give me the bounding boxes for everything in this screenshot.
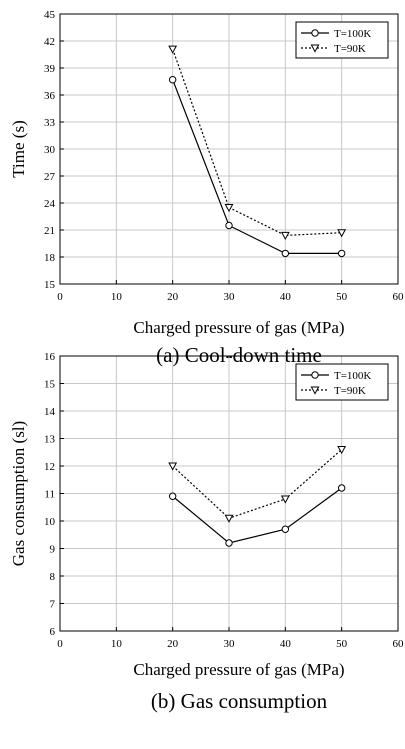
data-point [337,249,346,258]
y-tick-label: 15 [44,279,56,291]
x-tick-label: 0 [57,638,63,650]
y-tick-label: 10 [44,516,56,528]
x-axis-label: Charged pressure of gas (MPa) [133,318,344,337]
legend-label-0: T=100K [334,370,371,382]
series-line-0 [172,487,343,544]
x-tick-label: 0 [57,291,63,303]
x-tick-label: 40 [280,638,292,650]
data-point [225,539,233,547]
y-tick-label: 42 [44,36,55,48]
legend-label-0: T=100K [334,28,371,40]
data-point [280,231,290,241]
x-tick-label: 30 [224,638,236,650]
data-point [168,45,178,54]
legend-box [295,363,389,401]
y-tick-label: 8 [50,571,56,583]
data-point [281,525,290,533]
x-tick-label: 60 [393,638,405,650]
y-tick-label: 39 [44,63,56,75]
series-line-1 [172,449,343,519]
y-tick-label: 27 [44,171,56,183]
legend-marker [311,371,319,379]
x-tick-label: 60 [393,291,405,303]
data-point [168,462,178,471]
x-tick-label: 30 [224,291,236,303]
legend-marker [310,386,320,395]
y-tick-label: 9 [50,544,56,556]
y-axis-label: Gas consumption (sl) [9,421,28,566]
y-tick-label: 21 [44,225,55,237]
y-tick-label: 18 [44,252,56,264]
x-tick-label: 50 [336,291,348,303]
data-point [225,221,233,230]
y-tick-label: 45 [44,9,56,21]
legend: T=100K T=90K [295,363,389,401]
data-point [281,249,290,258]
y-tick-label: 30 [44,144,56,156]
data-point [168,76,177,84]
data-point [337,446,347,455]
chart-1: 0 10 20 30 40 50 60 6 7 8 9 10 11 12 13 14 15 16 Charged p… [9,351,404,713]
series-line-1 [172,48,342,237]
data-point [224,204,234,213]
y-tick-label: 7 [50,599,56,611]
x-tick-label: 20 [167,638,179,650]
legend-label-1: T=90K [334,43,366,55]
x-tick-label: 10 [111,291,123,303]
data-point [337,229,347,238]
legend: T=100K T=90K [295,21,389,59]
x-tick-label: 10 [111,638,123,650]
chart-caption: (a) Cool-down time [156,343,322,367]
x-axis-label: Charged pressure of gas (MPa) [133,660,344,679]
y-tick-label: 13 [44,434,56,446]
y-tick-label: 24 [44,198,56,210]
legend-box [295,21,389,59]
x-tick-label: 20 [167,291,179,303]
data-point [168,492,177,500]
y-tick-label: 6 [50,626,56,638]
data-point [280,495,290,504]
legend-marker [311,29,319,37]
y-tick-label: 33 [44,117,56,129]
chart-caption: (b) Gas consumption [151,689,328,713]
x-tick-label: 50 [336,638,348,650]
x-tick-label: 40 [280,291,292,303]
y-tick-label: 12 [44,461,55,473]
y-tick-label: 16 [44,351,56,363]
legend-label-1: T=90K [334,385,366,397]
series-line-0 [172,79,342,254]
legend-marker [310,44,320,53]
chart-0: 0 10 20 30 40 50 60 15 18 21 24 27 30 33 36 39 42 45 Charg… [9,9,404,367]
y-tick-label: 11 [44,489,55,501]
y-tick-label: 15 [44,379,56,391]
y-tick-label: 36 [44,90,56,102]
y-axis-label: Time (s) [9,120,28,177]
data-point [337,484,346,492]
data-point [224,514,234,523]
y-tick-label: 14 [44,406,56,418]
